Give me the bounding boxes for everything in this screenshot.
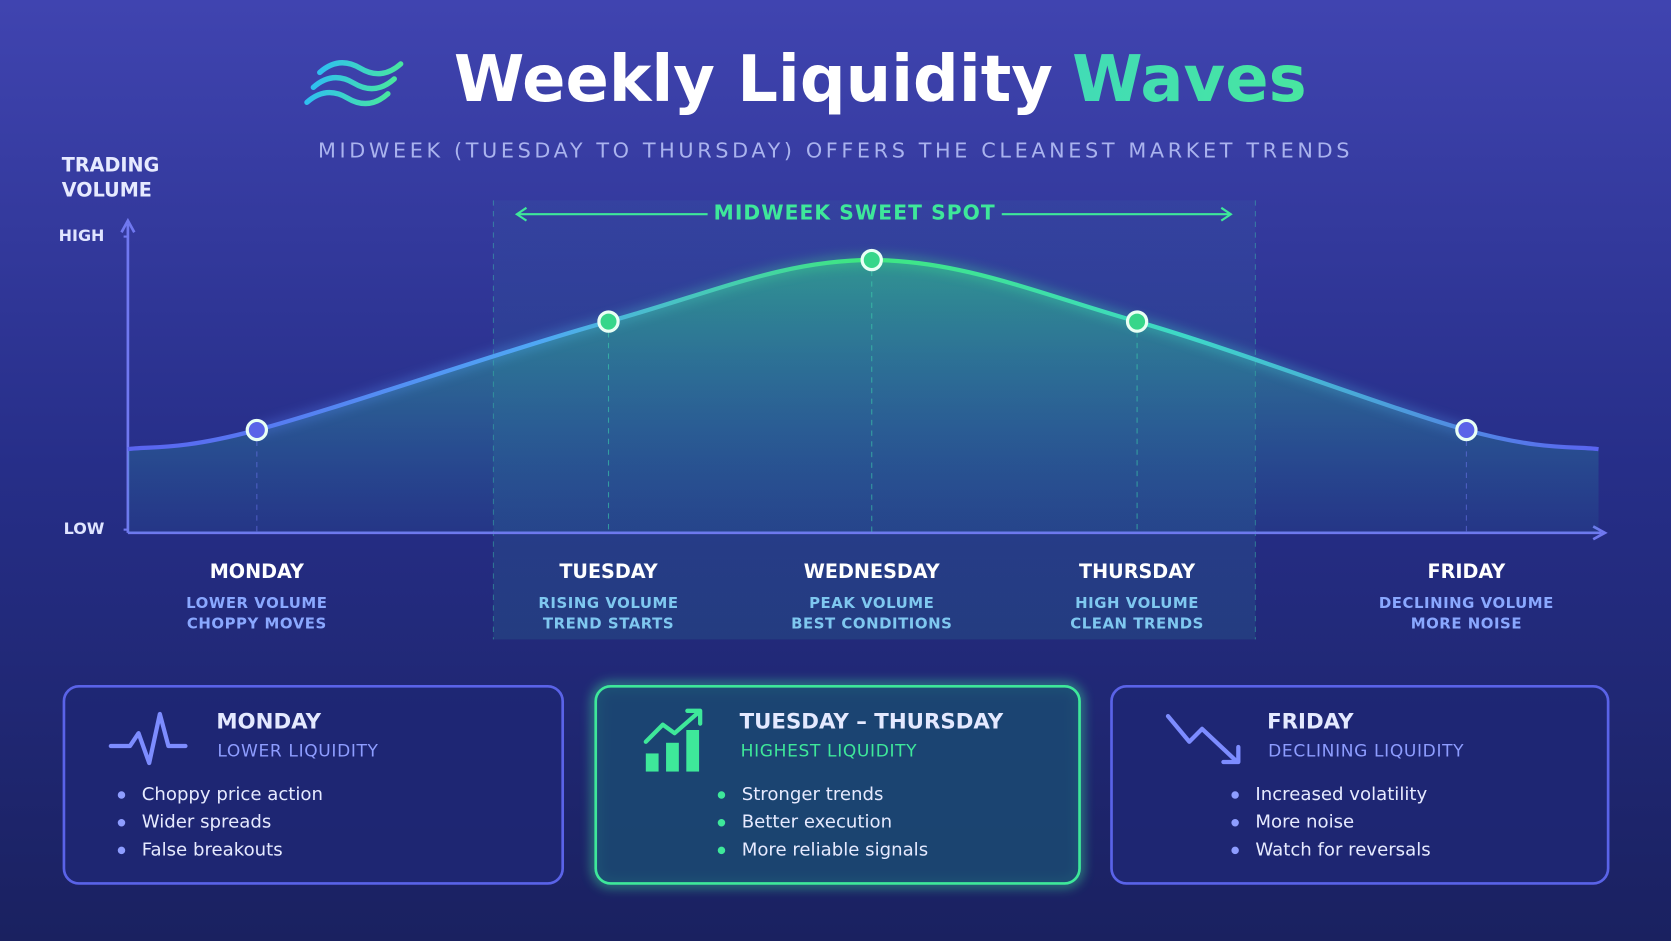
bullet-text: Wider spreads	[142, 812, 272, 833]
decline-icon	[1165, 714, 1241, 765]
x-tick-label: TUESDAY	[559, 560, 658, 583]
card-subtitle: DECLINING LIQUIDITY	[1268, 741, 1464, 761]
bullet-text: More noise	[1255, 812, 1354, 833]
bullet-dot	[117, 818, 126, 827]
x-tick-label: WEDNESDAY	[804, 560, 941, 583]
curve-tail	[127, 427, 258, 452]
bullet-text: Better execution	[742, 812, 892, 833]
curve-tail	[1465, 427, 1599, 452]
category-description: CLEAN TRENDS	[1070, 614, 1204, 632]
pulse-icon	[108, 711, 188, 766]
growth-icon	[643, 708, 703, 772]
annotation: MIDWEEK SWEET SPOT	[714, 201, 996, 225]
category-description: BEST CONDITIONS	[791, 614, 952, 632]
x-tick-label: MONDAY	[210, 560, 305, 583]
plot: LOW HIGH MONDAY LOWER VOLUME CHOPPY MOVES TUE…	[59, 217, 1608, 632]
bullet-text: More reliable signals	[742, 839, 928, 860]
y-axis-arrow	[120, 217, 136, 233]
point	[860, 248, 883, 272]
x-tick-label: FRIDAY	[1427, 560, 1506, 583]
bullet-text: Stronger trends	[742, 784, 884, 805]
category-description: LOWER VOLUME	[186, 594, 327, 612]
point	[1125, 310, 1149, 333]
category-description: TREND STARTS	[543, 614, 674, 632]
bullet-dot	[1231, 791, 1239, 799]
x-tick-label: THURSDAY	[1079, 560, 1196, 583]
y-tick-label: LOW	[64, 519, 105, 538]
bullet-dot	[1231, 846, 1239, 855]
bullet-text: Increased volatility	[1255, 784, 1427, 805]
bullet-text: False breakouts	[142, 839, 283, 860]
category-description: RISING VOLUME	[538, 594, 678, 612]
bullet-dot	[717, 846, 726, 855]
title: Weekly Liquidity Waves	[454, 43, 1307, 117]
bullet-dot	[117, 791, 126, 799]
wave-icon	[304, 60, 404, 107]
card	[1110, 684, 1610, 885]
annotation-arrows	[514, 206, 1233, 222]
category-description: HIGH VOLUME	[1075, 594, 1199, 612]
category-description: CHOPPY MOVES	[187, 614, 327, 632]
title-main: Weekly Liquidity	[454, 43, 1053, 117]
area-fill	[127, 260, 1599, 533]
y-axis-label: TRADING	[62, 154, 160, 177]
subtitle: MIDWEEK (TUESDAY TO THURSDAY) OFFERS THE…	[318, 138, 1353, 162]
category-description: MORE NOISE	[1411, 614, 1522, 632]
card-title: MONDAY	[216, 710, 321, 735]
card-subtitle: HIGHEST LIQUIDITY	[741, 741, 918, 761]
bullet-text: Choppy price action	[142, 784, 323, 805]
title-highlight: Waves	[1072, 43, 1307, 117]
y-axis-label: VOLUME	[62, 178, 152, 201]
point	[1455, 418, 1478, 442]
card-icons	[108, 708, 1241, 772]
card	[594, 684, 1081, 885]
card-subtitle: LOWER LIQUIDITY	[217, 741, 378, 761]
card-title: FRIDAY	[1267, 710, 1354, 735]
point	[245, 418, 269, 442]
card-title: TUESDAY – THURSDAY	[740, 710, 1004, 735]
y-tick-label: HIGH	[59, 226, 105, 245]
bullet-text: Watch for reversals	[1255, 839, 1430, 860]
bullet-dot	[717, 791, 726, 799]
cards: MONDAY LOWER LIQUIDITY Choppy price action…	[62, 682, 1610, 888]
category-description: DECLINING VOLUME	[1379, 594, 1554, 612]
card	[62, 684, 565, 885]
category-description: PEAK VOLUME	[809, 594, 934, 612]
bullet-dot	[1231, 818, 1239, 827]
bullet-dot	[117, 846, 126, 855]
point	[597, 310, 620, 333]
bullet-dot	[717, 818, 726, 827]
